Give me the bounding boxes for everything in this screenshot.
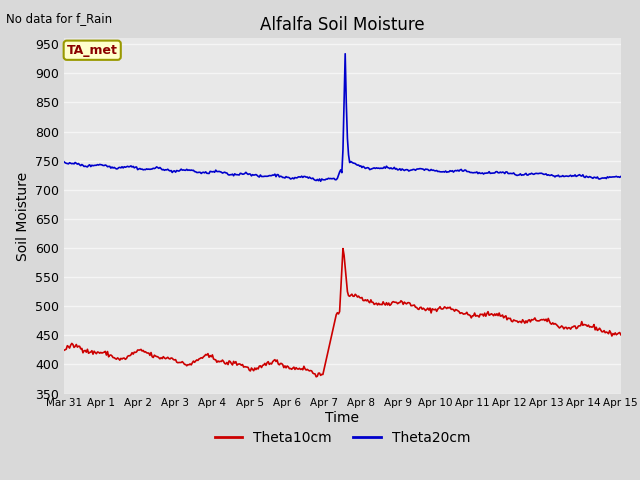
Legend: Theta10cm, Theta20cm: Theta10cm, Theta20cm	[209, 425, 476, 451]
Text: TA_met: TA_met	[67, 44, 118, 57]
Title: Alfalfa Soil Moisture: Alfalfa Soil Moisture	[260, 16, 425, 34]
X-axis label: Time: Time	[325, 411, 360, 425]
Y-axis label: Soil Moisture: Soil Moisture	[15, 171, 29, 261]
Text: No data for f_Rain: No data for f_Rain	[6, 12, 113, 25]
